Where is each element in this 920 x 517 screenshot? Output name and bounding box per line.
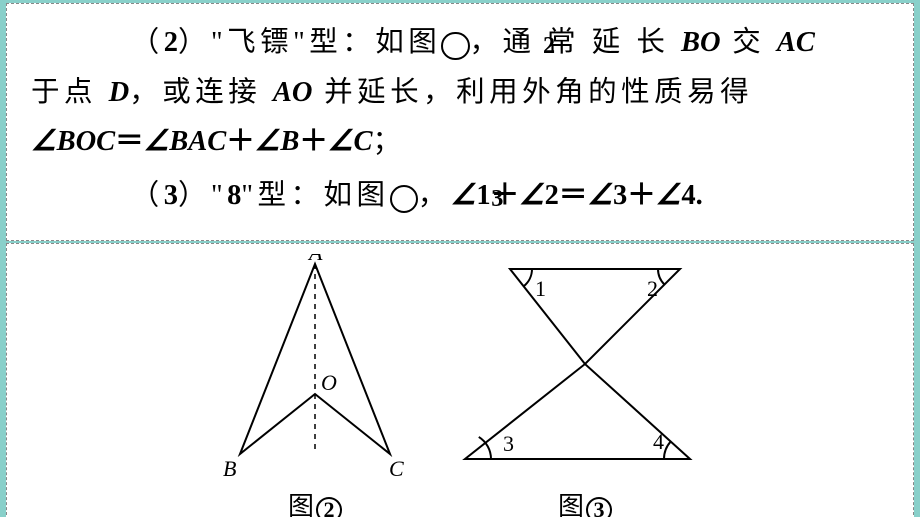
svg-text:3: 3 <box>503 431 514 456</box>
n2: 2 <box>545 180 559 211</box>
svg-text:O: O <box>321 370 337 395</box>
dot: . <box>696 180 703 211</box>
plus: ＋ <box>491 180 520 211</box>
circled-3-icon: 3 <box>586 497 612 517</box>
circled-3-icon: 3 <box>390 185 418 213</box>
t: ，或连接 <box>129 77 273 108</box>
svg-text:1: 1 <box>535 276 546 301</box>
svg-text:A: A <box>307 254 323 265</box>
plus: ＋ <box>299 126 328 157</box>
n3: 3 <box>613 180 627 211</box>
svg-text:4: 4 <box>653 429 664 454</box>
svg-text:B: B <box>223 456 236 481</box>
cap-prefix: 图 <box>288 492 316 517</box>
angle: ∠ <box>144 126 170 157</box>
plus: ＋ <box>226 126 255 157</box>
angle: ∠ <box>31 126 57 157</box>
circled-2-icon: 2 <box>441 32 469 60</box>
angle: ∠ <box>587 180 613 211</box>
ang-BAC: BAC <box>169 126 226 157</box>
text-card: （2）"飞镖"型：如图2，通 常 延 长 BO 交 AC 于点 D，或连接 AO… <box>6 3 914 241</box>
paragraph-3: （3）"8"型：如图3，∠1＋∠2＝∠3＋∠4. <box>31 171 889 221</box>
eq: ＝ <box>115 126 144 157</box>
n4: 4 <box>681 180 695 211</box>
circled-2-icon: 2 <box>316 497 342 517</box>
angle: ∠ <box>519 180 545 211</box>
t: （ <box>131 27 164 58</box>
t: 并延长，利用外角的性质易得 <box>312 77 753 108</box>
num-3: 3 <box>164 180 178 211</box>
num-2: 2 <box>164 27 178 58</box>
figure-3: 1234 图3 <box>455 254 715 517</box>
angle: ∠ <box>656 180 682 211</box>
seg-BO: BO <box>681 27 721 58</box>
t: ，通 常 延 长 <box>470 27 682 58</box>
t: ）"飞镖"型：如图 <box>178 27 441 58</box>
t: ）" <box>178 180 227 211</box>
figure-2-svg: A B C O <box>205 254 425 484</box>
ang-BOC: BOC <box>57 126 116 157</box>
t: "型：如图 <box>241 180 389 211</box>
t: ， <box>418 180 451 211</box>
angle: ∠ <box>255 126 281 157</box>
t: 于点 <box>31 77 109 108</box>
t: 交 <box>721 27 777 58</box>
angle: ∠ <box>328 126 354 157</box>
cap-prefix: 图 <box>558 492 586 517</box>
figure-3-svg: 1 2 3 4 <box>455 254 715 484</box>
figure-3-caption: 图3 <box>455 486 715 517</box>
paragraph-2: （2）"飞镖"型：如图2，通 常 延 长 BO 交 AC 于点 D，或连接 AO… <box>31 18 889 167</box>
figure-2: A B C O 图2 <box>205 254 425 517</box>
svg-text:C: C <box>389 456 404 481</box>
n1: 1 <box>476 180 490 211</box>
seg-AO: AO <box>273 77 313 108</box>
seg-AC: AC <box>777 27 815 58</box>
angle: ∠ <box>451 180 477 211</box>
svg-text:2: 2 <box>647 276 658 301</box>
figure-card: ABCO 图2 1234 图3 <box>6 243 914 517</box>
t: （ <box>131 180 164 211</box>
ang-C: C <box>353 126 372 157</box>
eq: ＝ <box>559 180 588 211</box>
pt-D: D <box>109 77 130 108</box>
figure-2-caption: 图2 <box>205 486 425 517</box>
ang-B: B <box>280 126 299 157</box>
num-8: 8 <box>227 180 241 211</box>
semi: ； <box>372 126 405 157</box>
plus: ＋ <box>627 180 656 211</box>
